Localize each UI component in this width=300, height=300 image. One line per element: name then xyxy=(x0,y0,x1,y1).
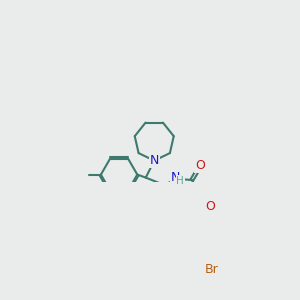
Text: Br: Br xyxy=(204,263,218,276)
Text: N: N xyxy=(150,154,159,167)
Text: N: N xyxy=(171,171,180,184)
Text: O: O xyxy=(205,200,215,213)
Text: H: H xyxy=(176,176,184,186)
Text: O: O xyxy=(195,159,205,172)
